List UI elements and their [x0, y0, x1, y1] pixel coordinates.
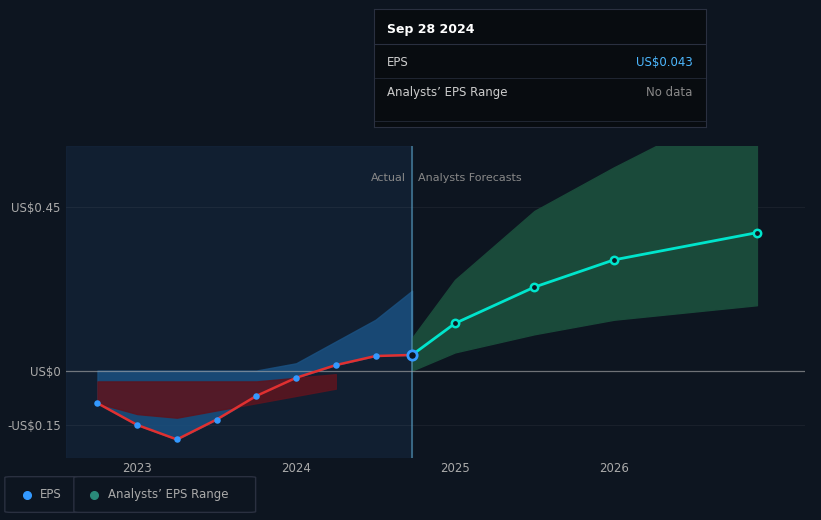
Point: [170, 435, 183, 444]
Point: [369, 352, 382, 360]
Point: [210, 415, 223, 424]
Text: Sep 28 2024: Sep 28 2024: [387, 23, 475, 36]
FancyBboxPatch shape: [74, 477, 255, 512]
Point: [608, 256, 621, 264]
Point: [448, 319, 461, 328]
Point: [131, 421, 144, 429]
Point: [406, 351, 419, 359]
Text: Analysts Forecasts: Analysts Forecasts: [419, 173, 522, 183]
Point: [406, 351, 419, 359]
Point: [91, 399, 104, 407]
Text: EPS: EPS: [40, 488, 62, 501]
Point: [528, 283, 541, 291]
Point: [250, 392, 263, 400]
Text: US$0.043: US$0.043: [636, 56, 693, 69]
Point: [329, 361, 342, 369]
Bar: [66, 146, 412, 458]
Text: Analysts’ EPS Range: Analysts’ EPS Range: [108, 488, 228, 501]
Text: EPS: EPS: [387, 56, 409, 69]
Text: Actual: Actual: [371, 173, 406, 183]
Text: No data: No data: [646, 86, 693, 99]
Point: [750, 228, 764, 237]
Text: Analysts’ EPS Range: Analysts’ EPS Range: [387, 86, 507, 99]
FancyBboxPatch shape: [5, 477, 84, 512]
Point: [290, 374, 303, 382]
